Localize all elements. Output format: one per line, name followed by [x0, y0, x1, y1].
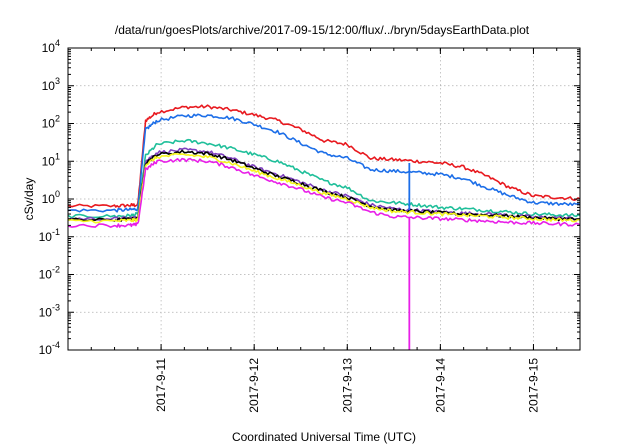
- y-tick-label: 10-1: [39, 227, 60, 244]
- y-tick-label: 101: [42, 151, 60, 168]
- x-tick-label: 2017-9-13: [340, 358, 354, 413]
- y-axis: 10-4 10-3 10-2 10-1 100 101 102 103 104: [39, 38, 580, 357]
- y-tick-label: 10-3: [39, 302, 60, 319]
- y-tick-label: 102: [42, 114, 60, 131]
- y-tick-label: 104: [42, 38, 60, 55]
- x-tick-label: 2017-9-15: [526, 358, 540, 413]
- x-tick-label: 2017-9-12: [247, 358, 261, 413]
- series-line-7: [67, 157, 581, 228]
- grid: [68, 48, 580, 350]
- x-tick-label: 2017-9-14: [433, 358, 447, 413]
- x-axis-label: Coordinated Universal Time (UTC): [232, 430, 416, 444]
- series-line-2: [67, 113, 581, 213]
- chart-title: /data/run/goesPlots/archive/2017-09-15/1…: [115, 23, 530, 37]
- y-tick-label: 103: [42, 76, 60, 93]
- y-tick-label: 100: [42, 189, 60, 206]
- x-tick-label: 2017-9-11: [154, 358, 168, 412]
- y-tick-label: 10-4: [39, 340, 60, 357]
- series-line-3: [67, 138, 581, 219]
- y-axis-label: cSv/day: [22, 178, 36, 221]
- x-axis: 2017-9-11 2017-9-12 2017-9-13 2017-9-14 2017…: [67, 48, 581, 413]
- y-tick-label: 10-2: [39, 265, 60, 282]
- series-layer: [67, 104, 581, 350]
